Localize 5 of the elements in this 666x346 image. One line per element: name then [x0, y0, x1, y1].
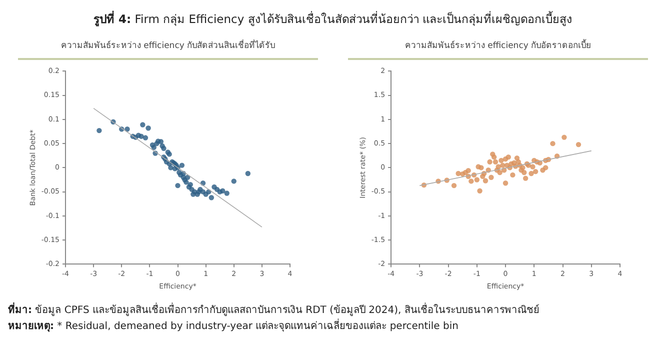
- chart-title: ความสัมพันธ์ระหว่าง efficiency กับสัดส่วนสินเชื่อที่ได้รับ: [18, 38, 318, 60]
- text: หมายเหตุ: * Residual, demeaned by industry-year แต่ละจุดแทนค่าเฉลี่ยของแต่ละ percentile bin: [8, 318, 458, 333]
- text: ที่มา: ข้อมูล CPFS และข้อมูลสินเชื่อเพื่อการกำกับดูแลสถาบันการเงิน RDT (ข้อมูลปี 2024), สินเชื่อในระบบธนาคารพาณิชย์: [8, 302, 540, 317]
- text: รูปที่ 4: Firm กลุ่ม Efficiency สูงได้รับสินเชื่อในสัดส่วนที่น้อยกว่า และเป็นกลุ่มที่เผชิญดอกเบี้ยสูง: [92, 10, 574, 28]
- chart-title: ความสัมพันธ์ระหว่าง efficiency กับอัตราดอกเบี้ย: [348, 38, 648, 60]
